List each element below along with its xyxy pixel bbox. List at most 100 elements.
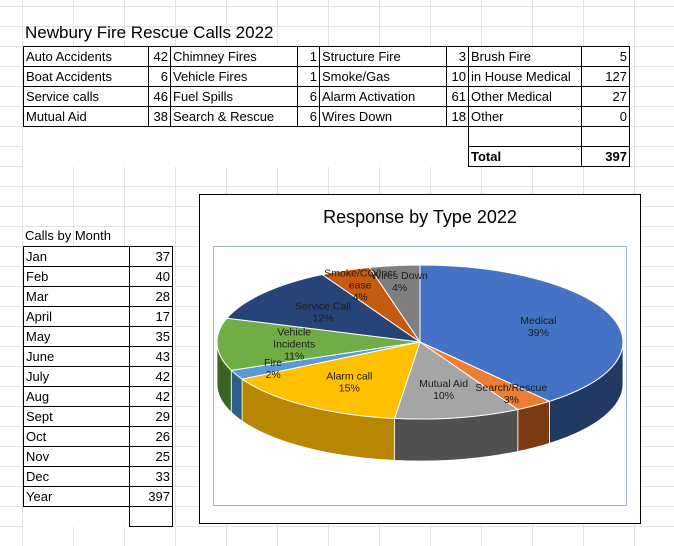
month-calls: 33 bbox=[129, 466, 173, 487]
pie-slice-wires-down[interactable] bbox=[368, 264, 421, 344]
calls-by-month-table: Jan 37 Feb 40 Mar 28 April 17 May 35 June 43 July 42 A… bbox=[23, 246, 173, 527]
months-header: Calls by Month bbox=[25, 228, 111, 243]
slice-percent-label: 39% bbox=[528, 327, 549, 339]
month-name: Oct bbox=[23, 426, 130, 447]
month-row: Dec 33 bbox=[23, 466, 173, 487]
pie-slice-service-call[interactable] bbox=[225, 273, 421, 343]
month-calls: 25 bbox=[129, 446, 173, 467]
call-type-count: 27 bbox=[581, 86, 630, 107]
month-name: May bbox=[23, 326, 130, 347]
sheet-title: Newbury Fire Rescue Calls 2022 bbox=[25, 23, 274, 42]
month-name: Mar bbox=[23, 286, 130, 307]
slice-label: Mutual Aid bbox=[419, 378, 468, 390]
slice-label: Service Call bbox=[295, 301, 351, 313]
month-calls: 35 bbox=[129, 326, 173, 347]
call-type-label: Mutual Aid bbox=[23, 106, 149, 127]
slice-label: Smoke/CO/Incr bbox=[324, 268, 396, 280]
call-type-count: 42 bbox=[148, 46, 171, 67]
month-row: Year 397 bbox=[23, 486, 173, 507]
call-type-label: Wires Down bbox=[319, 106, 447, 127]
month-row: June 43 bbox=[23, 346, 173, 367]
month-name: Sept bbox=[23, 406, 130, 427]
pie-slice-alarm-call[interactable] bbox=[240, 341, 421, 419]
call-table-row: Auto Accidents 42 Chimney Fires 1 Structure … bbox=[23, 46, 630, 67]
month-row: Jan 37 bbox=[23, 246, 173, 267]
month-calls: 26 bbox=[129, 426, 173, 447]
month-calls: 17 bbox=[129, 306, 173, 327]
total-label: Total bbox=[468, 146, 582, 167]
pie-slice-medical[interactable] bbox=[419, 264, 624, 402]
call-type-count: 38 bbox=[148, 106, 171, 127]
month-name: Jan bbox=[23, 246, 130, 267]
month-calls: 28 bbox=[129, 286, 173, 307]
total-value: 397 bbox=[581, 146, 630, 167]
month-name: July bbox=[23, 366, 130, 387]
call-type-count: 6 bbox=[297, 106, 320, 127]
call-type-count: 127 bbox=[581, 66, 630, 87]
slice-label: Alarm call bbox=[326, 371, 372, 383]
slice-percent-label: 4% bbox=[392, 282, 407, 294]
pie-slice-vehicle-incidents[interactable] bbox=[216, 317, 421, 371]
call-type-label: Other Medical bbox=[468, 86, 582, 107]
month-row: Oct 26 bbox=[23, 426, 173, 447]
slice-percent-label: 11% bbox=[284, 351, 304, 363]
call-type-count: 6 bbox=[148, 66, 171, 87]
month-calls: 37 bbox=[129, 246, 173, 267]
month-row: Nov 25 bbox=[23, 446, 173, 467]
slice-percent-label: 10% bbox=[433, 390, 454, 402]
month-name: Dec bbox=[23, 466, 130, 487]
call-type-label: Other bbox=[468, 106, 582, 127]
month-spacer-row bbox=[24, 506, 173, 527]
calls-by-type-table: Auto Accidents 42 Chimney Fires 1 Structure … bbox=[23, 46, 630, 167]
slice-percent-label: 3% bbox=[504, 394, 519, 406]
call-type-label: Vehicle Fires bbox=[170, 66, 298, 87]
call-type-count: 6 bbox=[297, 86, 320, 107]
month-row: May 35 bbox=[23, 326, 173, 347]
month-row: Aug 42 bbox=[23, 386, 173, 407]
call-type-label: Fuel Spills bbox=[170, 86, 298, 107]
slice-label: Fire bbox=[264, 357, 282, 369]
call-type-count: 0 bbox=[581, 106, 630, 127]
month-name: Nov bbox=[23, 446, 130, 467]
month-calls: 29 bbox=[129, 406, 173, 427]
month-name: April bbox=[23, 306, 130, 327]
call-type-count: 46 bbox=[148, 86, 171, 107]
slice-percent-label: 4% bbox=[353, 292, 368, 304]
call-type-count: 1 bbox=[297, 46, 320, 67]
slice-label: Incidents bbox=[273, 339, 315, 351]
call-type-label: Structure Fire bbox=[319, 46, 447, 67]
call-table-row: Mutual Aid 38 Search & Rescue 6 Wires Down 18… bbox=[23, 106, 630, 127]
slice-label: Search/Rescue bbox=[475, 382, 547, 394]
call-type-label: Auto Accidents bbox=[23, 46, 149, 67]
response-by-type-chart[interactable]: Response by Type 2022 Medical 39% Search/R… bbox=[199, 194, 641, 524]
call-type-label: Search & Rescue bbox=[170, 106, 298, 127]
slice-label: Medical bbox=[520, 315, 556, 327]
call-table-row: Service calls 46 Fuel Spills 6 Alarm Activat… bbox=[23, 86, 630, 107]
call-table-row: Boat Accidents 6 Vehicle Fires 1 Smoke/Gas 10… bbox=[23, 66, 630, 87]
month-calls: 40 bbox=[129, 266, 173, 287]
call-type-label: Smoke/Gas bbox=[319, 66, 447, 87]
chart-title: Response by Type 2022 bbox=[323, 207, 517, 227]
call-type-label: Alarm Activation bbox=[319, 86, 447, 107]
month-row: Feb 40 bbox=[23, 266, 173, 287]
month-calls: 42 bbox=[129, 366, 173, 387]
call-type-count: 10 bbox=[446, 66, 469, 87]
call-type-label: Boat Accidents bbox=[23, 66, 149, 87]
month-name: Aug bbox=[23, 386, 130, 407]
call-table-spacer-row bbox=[24, 126, 630, 147]
call-type-label: Chimney Fires bbox=[170, 46, 298, 67]
month-name: Year bbox=[23, 486, 130, 507]
month-name: Feb bbox=[23, 266, 130, 287]
month-calls: 43 bbox=[129, 346, 173, 367]
call-type-label: in House Medical bbox=[468, 66, 582, 87]
month-name: June bbox=[23, 346, 130, 367]
call-type-count: 5 bbox=[581, 46, 630, 67]
call-type-label: Service calls bbox=[23, 86, 149, 107]
call-type-label: Brush Fire bbox=[468, 46, 582, 67]
month-row: April 17 bbox=[23, 306, 173, 327]
call-type-count: 61 bbox=[446, 86, 469, 107]
slice-percent-label: 2% bbox=[266, 369, 281, 381]
pie-slice-mutual-aid[interactable] bbox=[393, 341, 520, 420]
call-type-count: 3 bbox=[446, 46, 469, 67]
